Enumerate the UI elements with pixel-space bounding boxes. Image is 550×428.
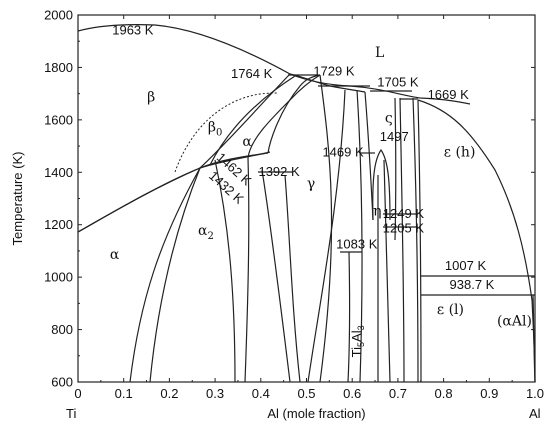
epsilon-left xyxy=(399,97,405,383)
liquidus-al-side xyxy=(417,99,536,383)
gamma-right xyxy=(319,74,333,383)
temperature-label: 1249 K xyxy=(383,206,425,221)
plot-area-border xyxy=(77,14,536,383)
x-tick-label: 0.2 xyxy=(160,386,178,401)
beta0-order-disorder-line xyxy=(174,92,279,173)
alpha2-right-2 xyxy=(244,157,250,383)
temperature-label: 1469 K xyxy=(322,145,364,160)
phase-boundaries xyxy=(77,24,536,383)
axis-ticks: 0 0.1 0.2 0.3 0.4 0.5 0.6 0.7 0.8 0.9 1.0 600 800 100… xyxy=(10,8,544,422)
phase-label: α xyxy=(242,134,252,150)
vertical-phase-label: Ti5Al3 xyxy=(349,325,366,357)
phase-label: ε (l) xyxy=(437,302,464,318)
epsilon-right-2 xyxy=(417,99,422,383)
alpha2-left xyxy=(129,167,201,383)
x-tick-label: 0 xyxy=(74,386,81,401)
plot-frame xyxy=(77,14,536,383)
phase-label: η xyxy=(373,204,381,220)
x-axis-title: Al (mole fraction) xyxy=(267,406,365,421)
gamma-left-2 xyxy=(284,174,301,383)
x-tick-label: 0.9 xyxy=(480,386,498,401)
x-end-label-al: Al xyxy=(529,406,541,421)
annotations: 1963 K 1764 K 1729 K 1705 K 1669 K 1469 K 1497… xyxy=(110,23,532,358)
phase-label: γ xyxy=(307,176,315,192)
temperature-label: 1669 K xyxy=(428,87,470,102)
x-tick-label: 0.8 xyxy=(435,386,453,401)
zeta-right xyxy=(394,97,397,241)
phase-label: ς xyxy=(385,110,393,126)
phase-label: α2 xyxy=(198,223,214,242)
phase-label: (αAl) xyxy=(497,314,532,330)
ti5al3-right xyxy=(356,89,363,383)
y-tick-label: 1800 xyxy=(44,60,73,75)
zeta-dome-left xyxy=(364,91,374,221)
x-tick-label: 0.6 xyxy=(343,386,361,401)
beta-gamma-left xyxy=(267,74,321,154)
temperature-label: 938.7 K xyxy=(450,277,495,292)
temperature-label: 1963 K xyxy=(112,23,154,38)
temperature-label: 1764 K xyxy=(231,66,273,81)
x-end-label-ti: Ti xyxy=(66,406,76,421)
alpha-beta-upper xyxy=(77,152,269,233)
y-tick-label: 800 xyxy=(51,322,73,337)
alpha-gamma-boundary xyxy=(247,74,321,159)
temperature-label: 1007 K xyxy=(445,258,487,273)
alpha-gamma-left xyxy=(209,75,296,166)
x-tick-label: 0.3 xyxy=(206,386,224,401)
x-tick-label: 0.1 xyxy=(115,386,133,401)
eta-right xyxy=(383,159,391,383)
y-tick-label: 1000 xyxy=(44,270,73,285)
zeta-dome xyxy=(372,148,391,221)
temperature-label: 1083 K xyxy=(336,236,378,251)
x-tick-label: 0.7 xyxy=(389,386,407,401)
y-tick-label: 2000 xyxy=(44,8,73,23)
phase-label: ε (h) xyxy=(444,145,476,161)
liquidus-ti-side xyxy=(77,24,471,105)
temperature-label: 1729 K xyxy=(313,63,355,78)
y-tick-label: 1600 xyxy=(44,112,73,127)
beta-transus-upper xyxy=(199,73,291,169)
y-tick-label: 1400 xyxy=(44,165,73,180)
phase-label: β0 xyxy=(208,120,222,139)
temperature-label: 1497 xyxy=(380,129,409,144)
gamma-left xyxy=(261,169,291,383)
phase-label: L xyxy=(375,45,384,61)
al-solvus xyxy=(532,294,536,383)
y-axis-title: Temperature (K) xyxy=(10,152,25,246)
alpha2-left-2 xyxy=(149,167,201,383)
x-tick-label: 0.5 xyxy=(297,386,315,401)
temperature-label: 1705 K xyxy=(377,75,419,90)
y-tick-label: 1200 xyxy=(44,217,73,232)
ti5al3-left xyxy=(347,251,351,383)
temperature-label: 1392 K xyxy=(258,164,300,179)
x-tick-label: 1.0 xyxy=(526,386,544,401)
phase-label: β xyxy=(147,90,155,106)
gamma-right-2 xyxy=(307,89,346,383)
y-tick-label: 600 xyxy=(51,375,73,390)
epsilon-right xyxy=(412,97,419,383)
temperature-label: 1205 K xyxy=(383,221,425,236)
phase-label: α xyxy=(110,247,120,263)
alpha2-right xyxy=(214,159,236,383)
x-tick-label: 0.4 xyxy=(252,386,270,401)
